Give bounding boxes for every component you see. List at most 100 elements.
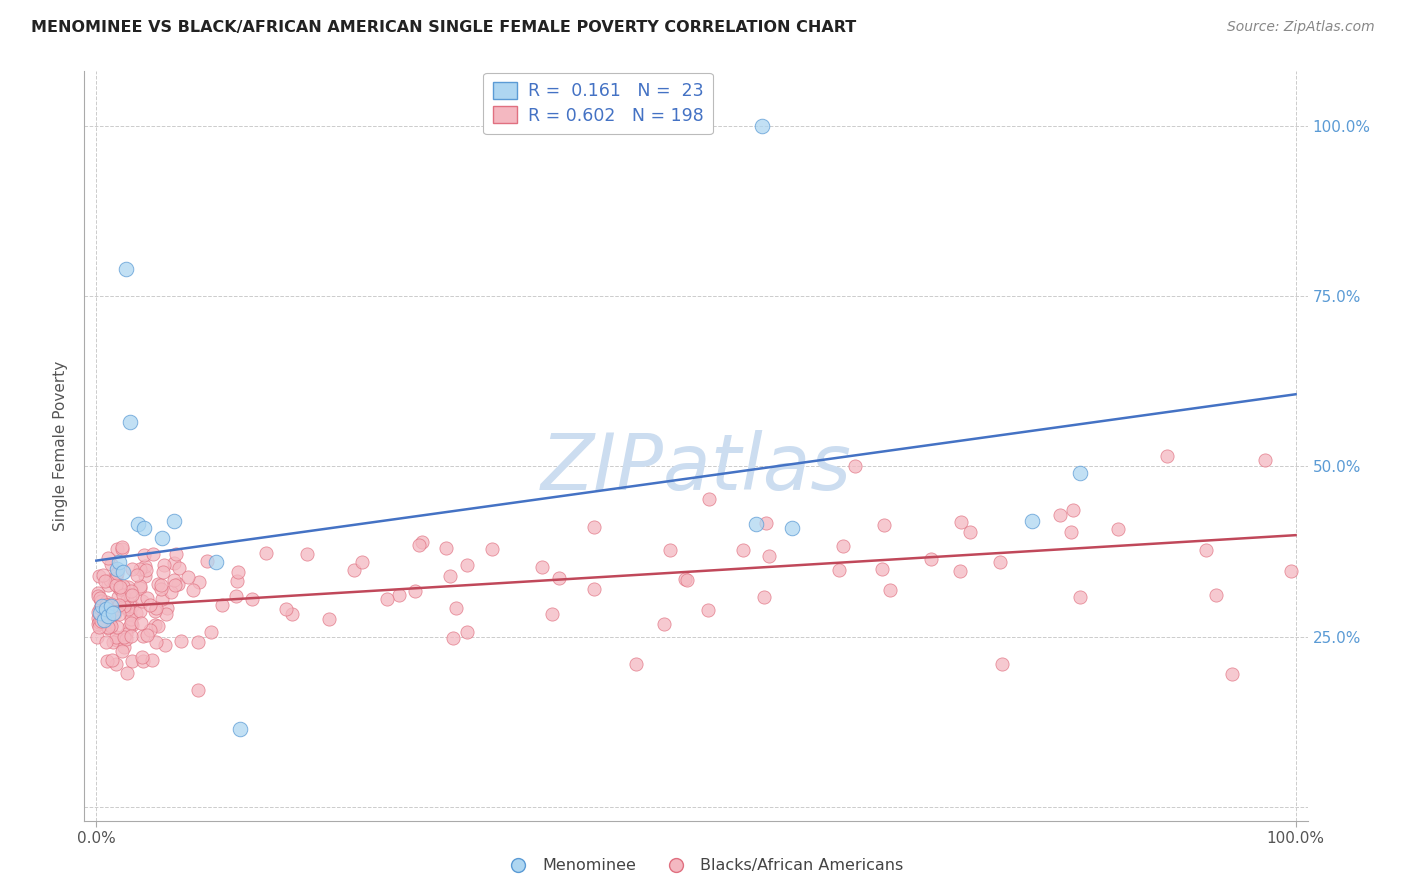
Point	[163, 578, 186, 592]
Point	[1060, 525, 1083, 540]
Point	[181, 582, 204, 597]
Point	[456, 558, 478, 573]
Point	[101, 653, 124, 667]
Point	[254, 546, 277, 560]
Point	[163, 557, 186, 571]
Point	[1069, 467, 1091, 481]
Point	[240, 592, 263, 607]
Point	[105, 561, 128, 575]
Point	[105, 633, 128, 648]
Point	[139, 599, 162, 613]
Point	[1062, 503, 1084, 517]
Point	[1279, 564, 1302, 578]
Point	[456, 624, 478, 639]
Point	[780, 521, 803, 535]
Point	[582, 520, 605, 534]
Point	[120, 629, 142, 643]
Point	[146, 576, 169, 591]
Point	[112, 640, 135, 655]
Point	[115, 261, 138, 276]
Point	[408, 538, 430, 552]
Point	[195, 554, 218, 568]
Point	[548, 571, 571, 585]
Point	[96, 599, 118, 614]
Point	[318, 612, 340, 626]
Point	[134, 569, 156, 583]
Point	[86, 610, 108, 624]
Point	[104, 606, 127, 620]
Point	[91, 568, 114, 582]
Point	[100, 619, 122, 633]
Point	[411, 535, 433, 549]
Point	[97, 614, 120, 628]
Point	[115, 627, 138, 641]
Point	[134, 548, 156, 562]
Point	[110, 632, 132, 647]
Point	[652, 616, 675, 631]
Point	[205, 555, 228, 569]
Point	[120, 584, 142, 599]
Point	[752, 590, 775, 604]
Point	[101, 634, 124, 648]
Point	[920, 551, 942, 566]
Point	[135, 564, 157, 578]
Point	[127, 517, 149, 532]
Point	[135, 591, 157, 605]
Point	[169, 634, 191, 648]
Point	[150, 578, 173, 592]
Point	[111, 541, 134, 556]
Point	[91, 599, 114, 613]
Point	[145, 601, 167, 615]
Point	[188, 574, 211, 589]
Point	[128, 581, 150, 595]
Point	[751, 119, 773, 133]
Point	[949, 565, 972, 579]
Point	[121, 618, 143, 632]
Point	[98, 604, 121, 618]
Point	[110, 541, 132, 555]
Point	[121, 562, 143, 576]
Point	[111, 643, 134, 657]
Point	[129, 579, 152, 593]
Point	[758, 549, 780, 563]
Point	[143, 618, 166, 632]
Point	[142, 547, 165, 561]
Point	[388, 588, 411, 602]
Point	[375, 591, 398, 606]
Point	[132, 654, 155, 668]
Point	[134, 559, 156, 574]
Point	[97, 616, 120, 631]
Point	[149, 582, 172, 597]
Point	[139, 624, 162, 638]
Point	[441, 631, 464, 645]
Point	[87, 589, 110, 603]
Point	[624, 657, 647, 671]
Point	[98, 573, 121, 587]
Point	[105, 620, 128, 634]
Point	[89, 606, 111, 620]
Point	[107, 598, 129, 612]
Point	[101, 606, 124, 620]
Point	[100, 557, 122, 571]
Point	[1069, 590, 1091, 604]
Point	[446, 600, 468, 615]
Point	[120, 612, 142, 626]
Point	[121, 599, 143, 613]
Point	[274, 602, 297, 616]
Point	[162, 574, 184, 588]
Legend: R =  0.161   N =  23, R = 0.602   N = 198: R = 0.161 N = 23, R = 0.602 N = 198	[484, 72, 713, 134]
Point	[673, 572, 696, 586]
Point	[108, 555, 131, 569]
Point	[94, 574, 117, 588]
Point	[105, 632, 128, 647]
Point	[115, 632, 138, 647]
Point	[115, 665, 138, 680]
Point	[105, 571, 128, 585]
Point	[96, 598, 118, 612]
Point	[120, 588, 142, 602]
Point	[132, 629, 155, 643]
Point	[117, 580, 139, 594]
Legend: Menominee, Blacks/African Americans: Menominee, Blacks/African Americans	[496, 852, 910, 880]
Point	[1021, 514, 1043, 528]
Point	[96, 654, 118, 668]
